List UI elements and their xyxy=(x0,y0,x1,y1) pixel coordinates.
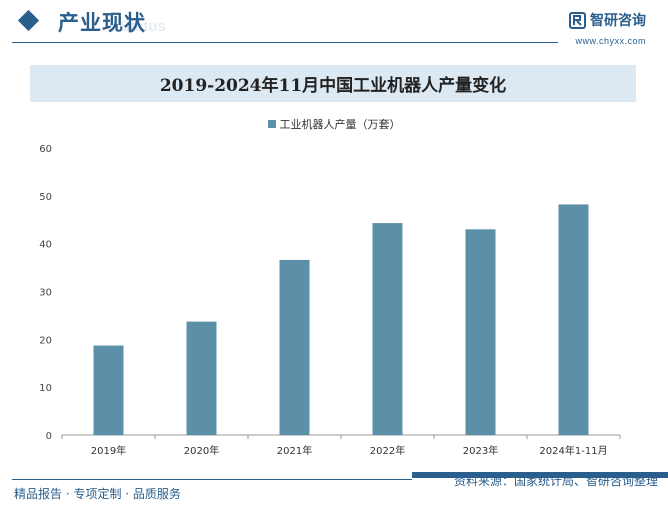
source-note: 资料来源：国家统计局、智研咨询整理 xyxy=(453,474,658,488)
header: Status 产业现状 智研咨询 www.chyxx.com xyxy=(0,0,668,48)
y-tick-label: 40 xyxy=(39,240,52,251)
bar xyxy=(372,223,403,435)
x-tick-label: 2021年 xyxy=(277,444,312,457)
brand-logo-icon xyxy=(569,11,586,29)
x-tick-label: 2024年1-11月 xyxy=(539,444,607,457)
brand-name: 智研咨询 xyxy=(590,13,646,29)
header-divider xyxy=(12,42,558,43)
y-tick-label: 60 xyxy=(39,144,52,155)
brand: 智研咨询 xyxy=(569,10,646,30)
legend-label: 工业机器人产量（万套） xyxy=(279,118,401,131)
x-tick-label: 2023年 xyxy=(463,444,498,457)
bar xyxy=(279,259,310,435)
x-tick-label: 2022年 xyxy=(370,444,405,457)
bar xyxy=(93,345,124,435)
bar xyxy=(186,321,217,435)
x-tick-label: 2019年 xyxy=(91,444,126,457)
x-tick-label: 2020年 xyxy=(184,444,219,457)
chart-title-bar: 2019-2024年11月中国工业机器人产量变化 xyxy=(30,65,636,102)
y-tick-label: 20 xyxy=(39,335,52,346)
footer-band xyxy=(412,472,668,478)
legend: 工业机器人产量（万套） xyxy=(0,116,668,132)
section-subtitle: Status xyxy=(120,18,166,35)
bar xyxy=(465,229,496,435)
y-tick-label: 30 xyxy=(39,288,52,299)
y-tick-label: 0 xyxy=(46,431,52,442)
legend-swatch xyxy=(267,120,276,128)
chart-title: 2019-2024年11月中国工业机器人产量变化 xyxy=(159,76,507,96)
footer-divider xyxy=(12,479,412,480)
brand-url: www.chyxx.com xyxy=(575,36,646,46)
bar xyxy=(558,204,589,435)
footer-tagline: 精品报告 · 专项定制 · 品质服务 xyxy=(14,487,181,501)
section-title: 产业现状 xyxy=(58,11,146,35)
y-tick-label: 50 xyxy=(39,192,52,203)
y-tick-label: 10 xyxy=(39,383,52,394)
